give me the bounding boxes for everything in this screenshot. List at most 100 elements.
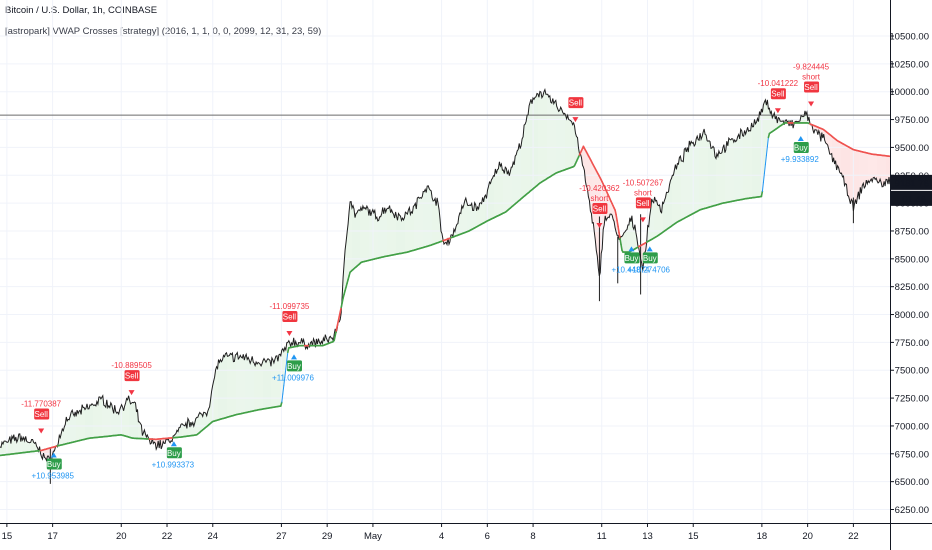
- vwap-fill-segment: [385, 209, 387, 257]
- time-tick-label: 15: [2, 531, 13, 542]
- vwap-fill-segment: [556, 106, 558, 173]
- vwap-fill-segment: [753, 119, 755, 198]
- price-tick-label: 9750.00: [895, 115, 929, 126]
- buy-label: Buy: [643, 254, 657, 263]
- vwap-fill-segment: [240, 355, 242, 414]
- vwap-fill-segment: [866, 152, 868, 184]
- buy-signal[interactable]: Buy +10.953985: [32, 452, 75, 480]
- indicator-title[interactable]: [astropark] VWAP Crosses [strategy] (201…: [5, 26, 322, 37]
- vwap-fill-segment: [528, 105, 530, 193]
- vwap-fill-segment: [736, 136, 738, 201]
- time-tick-label: 8: [530, 531, 535, 542]
- vwap-fill-segment: [563, 113, 565, 171]
- vwap-fill-segment: [350, 201, 352, 273]
- vwap-fill-segment: [623, 232, 624, 253]
- vwap-fill-segment: [564, 113, 566, 170]
- vwap-fill-segment: [531, 99, 532, 191]
- price-line[interactable]: [0, 87, 891, 464]
- vwap-fill-segment: [882, 155, 884, 187]
- vwap-fill-segment: [746, 127, 748, 199]
- buy-signal[interactable]: Buy +9.933892: [781, 136, 820, 164]
- buy-label: Buy: [47, 460, 61, 469]
- vwap-fill-segment: [590, 159, 592, 214]
- countdown-tag: [891, 190, 932, 206]
- vwap-fill-segment: [408, 207, 410, 252]
- vwap-fill-segment: [358, 209, 359, 266]
- vwap-fill-segment: [352, 205, 353, 271]
- vwap-fill-segment: [230, 353, 232, 417]
- vwap-fill-segment: [395, 212, 397, 255]
- vwap-fill-segment: [873, 154, 875, 178]
- sell-signal[interactable]: -10.889505 Sell: [111, 361, 152, 396]
- vwap-fill-segment: [357, 210, 358, 267]
- vwap-fill-segment: [691, 141, 693, 215]
- vwap-fill-segment: [430, 190, 432, 246]
- sell-arrow: [128, 390, 135, 396]
- vwap-fill-segment: [613, 205, 615, 222]
- vwap-fill-segment: [629, 217, 631, 252]
- vwap-fill-segment: [733, 140, 735, 201]
- buy-signal[interactable]: Buy +10.993373: [152, 441, 195, 469]
- vwap-fill-segment: [281, 348, 283, 403]
- vwap-fill-segment: [421, 196, 423, 248]
- vwap-fill-segment: [876, 154, 878, 181]
- sell-signal[interactable]: -10.041222 Sell: [758, 79, 799, 114]
- sell-label-box: [34, 408, 50, 420]
- vwap-fill-segment: [134, 402, 136, 439]
- vwap-fill-segment: [360, 207, 361, 264]
- time-tick-label: 29: [322, 531, 333, 542]
- vwap-fill-segment: [676, 163, 678, 223]
- vwap-fill-segment: [521, 138, 523, 199]
- sell-signal[interactable]: -11.099735 Sell: [269, 302, 310, 337]
- vwap-fill-segment: [660, 211, 662, 234]
- vwap-fill-segment: [627, 225, 628, 253]
- vwap-fill-segment: [405, 212, 407, 253]
- vwap-fill-segment: [870, 153, 872, 181]
- vwap-fill-segment: [699, 133, 701, 211]
- vwap-fill-segment: [82, 404, 84, 440]
- vwap-fill-segment: [491, 178, 493, 219]
- vwap-fill-segment: [720, 152, 722, 204]
- vwap-fill-segment: [124, 403, 126, 437]
- time-axis[interactable]: 15 17 20 22 24 27 29 May 4 6 8 11 13 15 18 20 22: [0, 523, 932, 550]
- sell-arrow: [38, 428, 45, 434]
- vwap-fill-segment: [222, 355, 224, 419]
- buy-label-box: [166, 447, 182, 459]
- vwap-fill-segment: [657, 204, 659, 236]
- vwap-fill-segment: [33, 442, 35, 452]
- vwap-fill-segment: [418, 197, 420, 249]
- vwap-fill-segment: [701, 136, 703, 210]
- vwap-fill-segment: [231, 353, 233, 416]
- vwap-fill-segment: [260, 364, 262, 410]
- vwap-fill-segment: [182, 424, 184, 437]
- vwap-fill-area: [0, 89, 890, 463]
- time-tick-label: 17: [47, 531, 58, 542]
- vwap-fill-segment: [597, 172, 599, 268]
- sell-signal[interactable]: Sell: [568, 97, 584, 123]
- vwap-fill-segment: [379, 216, 381, 258]
- vwap-fill-segment: [265, 360, 266, 409]
- vwap-fill-segment: [719, 153, 721, 204]
- vwap-fill-segment: [361, 206, 363, 263]
- vwap-fill-segment: [398, 213, 400, 254]
- vwap-segment: [761, 181, 764, 192]
- vwap-fill-segment: [630, 215, 632, 252]
- buy-signal[interactable]: Buy +10.274706: [628, 246, 671, 274]
- vwap-fill-segment: [467, 205, 469, 232]
- vwap-fill-segment: [712, 146, 713, 207]
- buy-signal[interactable]: Buy +10.44874: [611, 246, 650, 274]
- price-axis[interactable]: 6250.00 6500.00 6750.00 7000.00 7250.00 7500.…: [889, 0, 932, 550]
- sell-label-box: [592, 202, 608, 214]
- vwap-segment: [282, 385, 285, 395]
- vwap-fill-segment: [64, 424, 66, 445]
- price-tick-label: 8500.00: [895, 254, 929, 265]
- vwap-fill-segment: [546, 94, 548, 179]
- buy-signal[interactable]: Buy +11.009976: [272, 354, 314, 382]
- vwap-fill-segment: [609, 197, 611, 218]
